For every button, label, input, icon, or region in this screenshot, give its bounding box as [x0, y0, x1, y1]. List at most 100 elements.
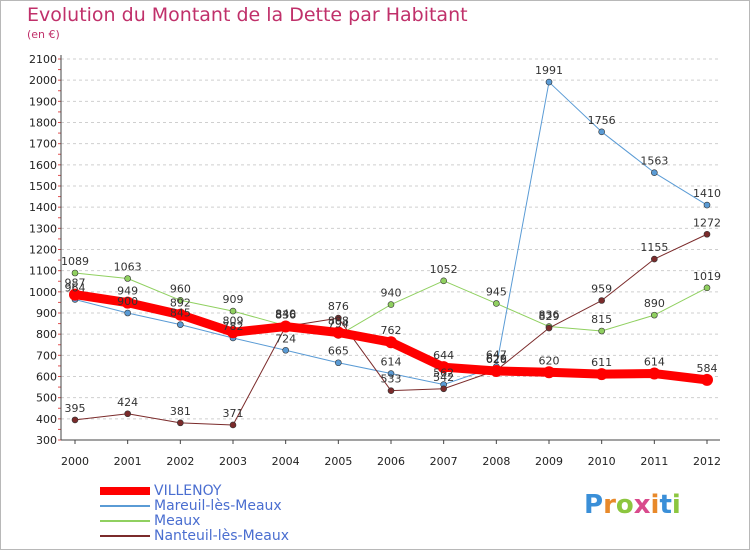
- y-tick-label: 700: [36, 349, 57, 362]
- legend-item: Mareuil-lès-Meaux: [100, 499, 289, 514]
- y-tick-label: 1800: [29, 117, 57, 130]
- series-point: [703, 230, 711, 238]
- series-point: [385, 336, 397, 349]
- logo-letter: x: [633, 490, 651, 520]
- series-point: [124, 309, 131, 317]
- data-label: 949: [117, 285, 138, 298]
- data-label: 945: [486, 285, 507, 298]
- y-tick-label: 1900: [29, 95, 57, 108]
- logo-letter: i: [671, 490, 681, 520]
- legend: VILLENOY Mareuil-lès-Meaux Meaux Nanteuil-l…: [100, 484, 289, 544]
- series-point: [598, 297, 605, 304]
- y-tick-label: 800: [36, 328, 57, 341]
- logo-letter: i: [650, 490, 660, 520]
- y-tick-label: 2000: [29, 74, 57, 87]
- data-label: 614: [381, 356, 402, 369]
- series-point: [71, 269, 79, 277]
- series-point: [279, 320, 292, 333]
- data-label: 424: [117, 396, 138, 409]
- series-point: [229, 307, 237, 315]
- data-label: 533: [381, 373, 402, 386]
- data-label: 665: [328, 345, 349, 358]
- data-label: 647: [486, 349, 507, 362]
- series-point: [174, 308, 187, 321]
- series-point: [69, 288, 81, 301]
- series-point: [651, 255, 658, 263]
- series-point: [545, 324, 553, 332]
- y-tick-label: 400: [36, 413, 57, 426]
- series-point: [335, 314, 342, 322]
- series-point: [543, 366, 555, 379]
- y-tick-label: 1500: [29, 180, 57, 193]
- series-points: [69, 78, 713, 429]
- data-label: 614: [644, 356, 665, 369]
- data-label: 987: [65, 277, 86, 290]
- data-label: 840: [275, 308, 296, 321]
- series-point: [437, 361, 450, 374]
- legend-item: Meaux: [100, 514, 289, 529]
- data-label: 644: [433, 349, 454, 362]
- x-tick-label: 2009: [535, 455, 563, 468]
- data-label: 815: [591, 313, 612, 326]
- y-tick-label: 1300: [29, 222, 57, 235]
- logo-letter: o: [615, 490, 634, 520]
- data-label: 626: [486, 353, 507, 366]
- x-tick-label: 2006: [377, 455, 405, 468]
- series-point: [651, 169, 658, 176]
- x-tick-label: 2008: [482, 455, 510, 468]
- y-tick-label: 2100: [29, 53, 57, 66]
- series-point: [703, 284, 711, 292]
- data-label: 762: [381, 324, 402, 337]
- data-label: 960: [170, 282, 191, 295]
- data-label: 964: [65, 281, 86, 294]
- data-label: 940: [381, 287, 402, 300]
- y-tick-label: 1600: [29, 159, 57, 172]
- series-point: [490, 364, 503, 377]
- x-tick-label: 2005: [324, 455, 352, 468]
- x-tick-label: 2001: [114, 455, 142, 468]
- y-tick-label: 900: [36, 307, 57, 320]
- data-label: 584: [697, 362, 718, 375]
- logo-letter: P: [584, 490, 604, 520]
- y-tick-label: 300: [36, 434, 57, 447]
- data-label: 542: [433, 371, 454, 384]
- x-tick-label: 2002: [166, 455, 194, 468]
- data-label: 1563: [640, 155, 668, 168]
- proxiti-logo: Proxiti: [584, 490, 681, 520]
- tick-labels: 300 400 500 600 700 800 900 1000 1100 1200 1300 140…: [29, 53, 721, 468]
- legend-swatch: [100, 535, 150, 537]
- series-point: [332, 326, 345, 339]
- legend-swatch: [100, 520, 150, 522]
- data-label: 836: [275, 309, 296, 322]
- data-label: 794: [328, 317, 349, 330]
- data-label: 395: [65, 402, 86, 415]
- data-label: 1052: [430, 263, 458, 276]
- series-point: [545, 78, 553, 86]
- series-point: [227, 326, 239, 339]
- series-point: [440, 277, 447, 285]
- series-point: [121, 296, 134, 309]
- y-tick-label: 600: [36, 371, 57, 384]
- data-label: 1991: [535, 64, 563, 77]
- series-point: [598, 327, 605, 335]
- chart-title: Evolution du Montant de la Dette par Hab…: [27, 4, 468, 26]
- data-label: 892: [170, 297, 191, 310]
- legend-label: VILLENOY: [154, 483, 222, 499]
- legend-label: Meaux: [154, 513, 201, 529]
- x-tick-label: 2010: [588, 455, 616, 468]
- legend-item: Nanteuil-lès-Meaux: [100, 529, 289, 544]
- legend-label: Nanteuil-lès-Meaux: [154, 528, 290, 544]
- y-tick-label: 1100: [29, 265, 57, 278]
- data-label: 562: [433, 367, 454, 380]
- data-label: 1155: [640, 241, 668, 254]
- series-point: [124, 410, 131, 418]
- logo-letter: r: [603, 490, 616, 520]
- series-point: [703, 201, 711, 209]
- x-tick-label: 2003: [219, 455, 247, 468]
- data-label: 1019: [693, 270, 721, 283]
- data-label: 900: [117, 295, 138, 308]
- series-point: [229, 421, 237, 429]
- series-point: [440, 385, 447, 393]
